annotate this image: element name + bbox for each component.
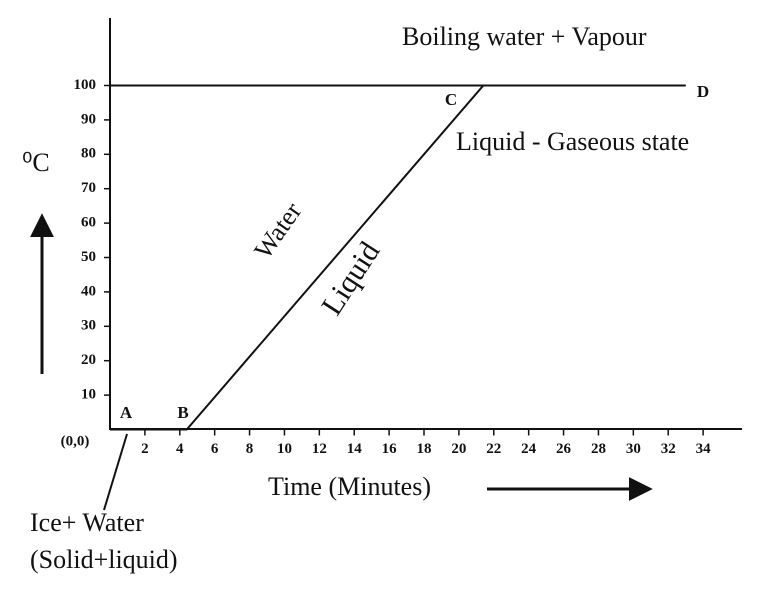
x-tick-label: 30 — [626, 441, 641, 457]
x-tick-label: 20 — [451, 441, 466, 457]
annotation: Ice+ Water — [30, 508, 144, 537]
annotation: Boiling water + Vapour — [402, 22, 647, 51]
y-tick-label: 90 — [81, 111, 96, 127]
x-tick-label: 28 — [591, 441, 606, 457]
x-tick-label: 8 — [246, 441, 254, 457]
y-tick-label: 30 — [81, 318, 96, 334]
x-tick-label: 24 — [521, 441, 537, 457]
annotation: (Solid+liquid) — [30, 545, 178, 574]
y-tick-label: 100 — [74, 77, 97, 93]
origin-label: (0,0) — [61, 433, 90, 449]
x-tick-label: 6 — [211, 441, 219, 457]
x-tick-label: 12 — [312, 441, 327, 457]
x-tick-label: 2 — [141, 441, 149, 457]
x-tick-label: 22 — [486, 441, 501, 457]
x-tick-label: 16 — [382, 441, 398, 457]
y-tick-label: 40 — [81, 283, 96, 299]
annotation: Liquid - Gaseous state — [456, 127, 689, 156]
y-tick-label: 50 — [81, 249, 96, 265]
y-tick-label: 20 — [81, 352, 96, 368]
y-tick-label: 80 — [81, 146, 96, 162]
y-tick-label: 10 — [81, 387, 96, 403]
annotation: Water — [248, 197, 307, 264]
y-tick-label: 70 — [81, 180, 96, 196]
x-tick-label: 4 — [176, 441, 184, 457]
point-label: B — [177, 403, 188, 422]
x-tick-label: 18 — [417, 441, 432, 457]
y-axis-label: ⁰C — [22, 148, 50, 177]
point-label: A — [120, 403, 133, 422]
x-tick-label: 34 — [696, 441, 712, 457]
annotation: Liquid — [315, 236, 386, 321]
x-tick-label: 10 — [277, 441, 292, 457]
x-tick-label: 26 — [556, 441, 572, 457]
point-label: C — [445, 90, 457, 109]
point-label: D — [697, 82, 709, 101]
x-tick-label: 32 — [661, 441, 676, 457]
x-axis-label: Time (Minutes) — [268, 472, 431, 501]
pointer-line — [103, 433, 128, 511]
y-tick-label: 60 — [81, 215, 96, 231]
x-tick-label: 14 — [347, 441, 363, 457]
heating-curve — [110, 84, 686, 431]
